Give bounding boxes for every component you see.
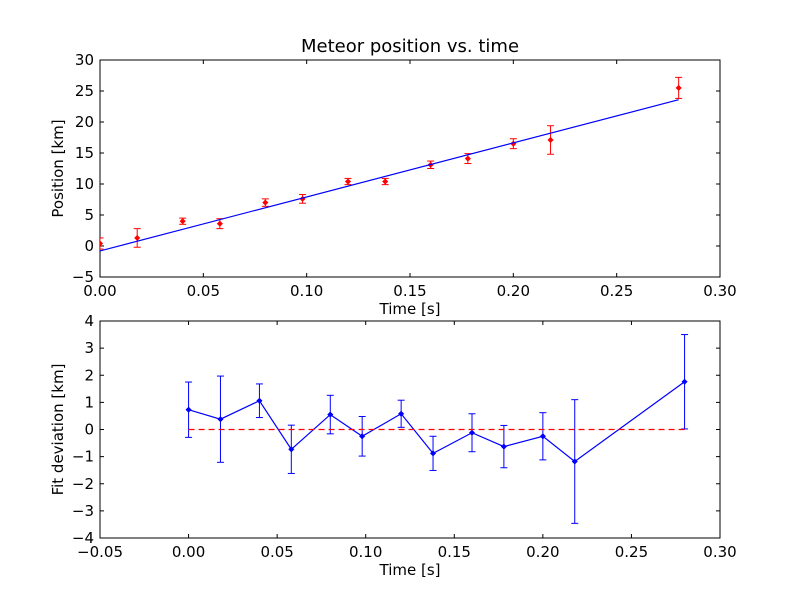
x-axis-label: Time [s]: [379, 300, 441, 318]
y-tick-label: 0: [84, 421, 94, 439]
x-tick-label: 0.10: [349, 543, 382, 561]
x-axis-label: Time [s]: [379, 561, 441, 579]
data-point: [571, 458, 578, 465]
x-tick-label: 0.25: [615, 543, 648, 561]
y-tick-label: −4: [72, 529, 94, 547]
x-tick-label: 0.00: [172, 543, 205, 561]
data-point: [179, 218, 186, 225]
x-tick-label: 0.20: [497, 282, 530, 300]
y-tick-label: 1: [84, 393, 94, 411]
x-tick-label: 0.15: [438, 543, 471, 561]
x-tick-label: 0.15: [393, 282, 426, 300]
y-tick-label: −2: [72, 475, 94, 493]
data-point: [344, 178, 352, 185]
x-tick-label: 0.05: [187, 282, 220, 300]
data-point: [262, 199, 269, 206]
data-point: [681, 378, 688, 385]
fit-line: [100, 99, 679, 252]
data-point: [288, 446, 295, 453]
plot-area: [185, 334, 689, 524]
y-axis-label: Fit deviation [km]: [49, 364, 67, 496]
data-point: [327, 411, 334, 418]
chart-title: Meteor position vs. time: [301, 36, 519, 57]
y-tick-label: 2: [84, 366, 94, 384]
y-tick-label: −5: [72, 268, 94, 286]
y-tick-label: 15: [75, 144, 94, 162]
y-tick-label: −1: [72, 448, 94, 466]
y-tick-label: 3: [84, 339, 94, 357]
plot-area: [100, 76, 683, 252]
y-tick-label: 25: [75, 82, 94, 100]
data-point: [675, 84, 682, 92]
x-tick-label: 0.00: [83, 282, 116, 300]
data-point: [464, 155, 472, 162]
data-point: [539, 433, 547, 440]
data-point: [217, 416, 224, 423]
position-plot: 0.00 0.05 0.10 0.15 0.20 0.25 0.30 −5 0 5 10 15 20 25…: [49, 36, 737, 318]
y-tick-label: 20: [75, 113, 94, 131]
data-point: [397, 410, 405, 417]
data-point: [216, 220, 224, 227]
x-tick-label: 0.20: [526, 543, 559, 561]
data-point: [429, 450, 437, 457]
y-tick-label: 0: [84, 237, 94, 255]
data-point: [500, 443, 508, 450]
x-tick-label: 0.25: [600, 282, 633, 300]
data-point: [468, 429, 476, 436]
y-tick-label: 30: [75, 51, 94, 69]
x-tick-label: 0.30: [703, 282, 736, 300]
data-point: [359, 433, 366, 440]
y-tick-label: 10: [75, 175, 94, 193]
y-axis-label: Position [km]: [49, 119, 67, 217]
y-tick-label: −3: [72, 502, 94, 520]
x-tick-label: 0.10: [290, 282, 323, 300]
data-point: [547, 136, 554, 144]
data-point: [100, 240, 104, 247]
x-tick-label: 0.30: [703, 543, 736, 561]
data-point: [185, 406, 192, 413]
data-point: [256, 397, 263, 404]
data-point: [382, 178, 389, 185]
y-tick-label: 4: [84, 312, 94, 330]
x-tick-label: 0.05: [260, 543, 293, 561]
deviation-plot: −0.05 0.00 0.05 0.10 0.15 0.20 0.25 0.30 −4 −3 −2 −…: [49, 312, 737, 579]
y-tick-label: 5: [84, 206, 94, 224]
x-tick-label: −0.05: [77, 543, 123, 561]
